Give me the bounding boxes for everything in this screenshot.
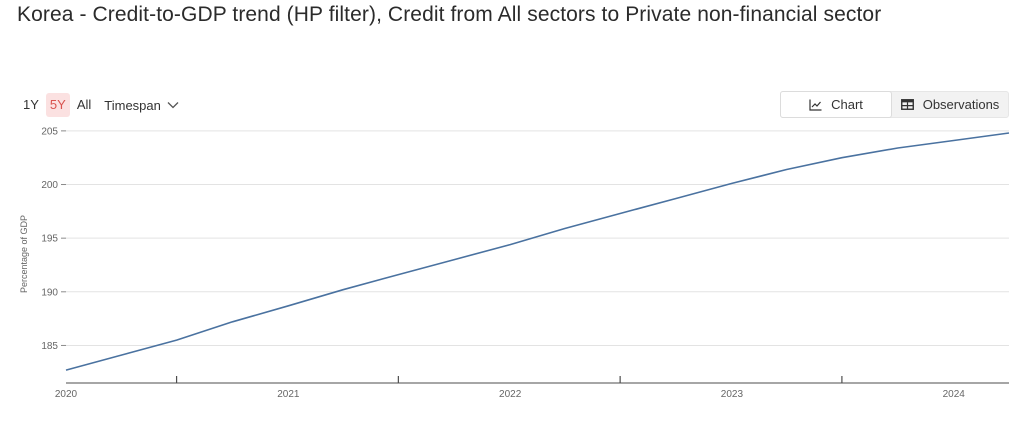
y-tick-label: 190 — [41, 287, 58, 298]
chart-view-label: Chart — [831, 97, 863, 112]
grid-lines — [66, 130, 1009, 346]
observations-view-button[interactable]: Observations — [892, 92, 1008, 117]
x-tick-label: 2024 — [943, 389, 966, 400]
x-tick-label: 2023 — [721, 389, 744, 400]
chart-view-button[interactable]: Chart — [780, 91, 892, 118]
observations-view-label: Observations — [922, 97, 1000, 112]
x-tick-label: 2020 — [55, 389, 78, 400]
table-icon — [900, 99, 914, 110]
series-group — [60, 127, 1015, 376]
chevron-down-icon — [167, 102, 179, 109]
y-tick-label: 185 — [41, 341, 58, 352]
data-point[interactable] — [226, 316, 238, 328]
data-point[interactable] — [448, 254, 460, 266]
x-tick-label: 2021 — [277, 389, 300, 400]
data-point[interactable] — [282, 300, 294, 312]
data-point[interactable] — [892, 142, 904, 154]
y-tick-label: 205 — [41, 126, 58, 137]
data-point[interactable] — [1003, 127, 1015, 139]
range-1y-button[interactable]: 1Y — [23, 97, 39, 112]
timespan-label: Timespan — [104, 97, 161, 113]
series-line — [65, 132, 1010, 371]
view-toggle: Chart Observations — [780, 91, 1009, 118]
line-chart-icon — [809, 99, 822, 111]
data-point[interactable] — [337, 284, 349, 296]
data-point[interactable] — [115, 349, 127, 361]
data-point[interactable] — [614, 207, 626, 219]
range-all-button[interactable]: All — [76, 97, 92, 112]
data-point[interactable] — [60, 364, 72, 376]
data-point[interactable] — [726, 177, 738, 189]
x-tick-label: 2022 — [499, 389, 522, 400]
data-point[interactable] — [948, 135, 960, 147]
data-point[interactable] — [171, 334, 183, 346]
data-point[interactable] — [559, 223, 571, 235]
data-point[interactable] — [836, 152, 848, 164]
data-point[interactable] — [504, 239, 516, 251]
data-point[interactable] — [392, 269, 404, 281]
page-title: Korea - Credit-to-GDP trend (HP filter),… — [17, 3, 882, 26]
data-point[interactable] — [781, 163, 793, 175]
y-tick-label: 195 — [41, 234, 58, 245]
data-point[interactable] — [670, 192, 682, 204]
range-selector: 1Y 5Y All Timespan — [19, 93, 179, 117]
y-axis-title: Percentage of GDP — [19, 215, 29, 293]
y-tick-label: 200 — [41, 180, 58, 191]
x-axis: 2020 2021 2022 2023 2024 — [55, 376, 1009, 400]
range-5y-button[interactable]: 5Y — [45, 93, 70, 117]
y-axis: 185 190 195 200 205 — [41, 126, 66, 352]
timespan-dropdown[interactable]: Timespan — [104, 98, 179, 113]
